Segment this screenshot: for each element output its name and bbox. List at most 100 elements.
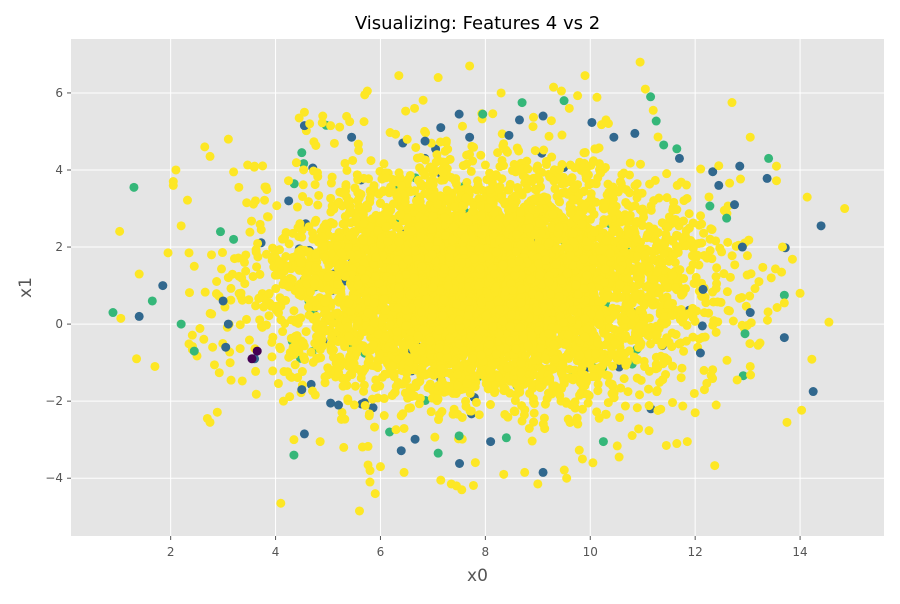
data-point bbox=[640, 362, 649, 371]
data-point bbox=[481, 161, 490, 170]
data-point bbox=[719, 269, 728, 278]
data-point bbox=[424, 383, 433, 392]
data-point bbox=[662, 169, 671, 178]
data-point bbox=[517, 368, 526, 377]
data-point bbox=[717, 247, 726, 256]
data-point bbox=[310, 218, 319, 227]
data-point bbox=[645, 401, 654, 410]
data-point bbox=[313, 172, 322, 181]
data-point bbox=[471, 458, 480, 467]
data-point bbox=[392, 425, 401, 434]
data-point bbox=[694, 239, 703, 248]
data-point bbox=[226, 296, 235, 305]
data-point bbox=[458, 122, 467, 131]
data-point bbox=[529, 370, 538, 379]
data-point bbox=[735, 294, 744, 303]
data-point bbox=[763, 316, 772, 325]
data-point bbox=[745, 339, 754, 348]
data-point bbox=[652, 117, 661, 126]
data-point bbox=[728, 251, 737, 260]
data-point bbox=[685, 209, 694, 218]
data-point bbox=[560, 466, 569, 475]
data-point bbox=[448, 410, 457, 419]
data-point bbox=[304, 302, 313, 311]
data-point bbox=[595, 159, 604, 168]
data-point bbox=[699, 229, 708, 238]
data-point bbox=[348, 156, 357, 165]
data-point bbox=[745, 292, 754, 301]
data-point bbox=[395, 168, 404, 177]
data-point bbox=[500, 410, 509, 419]
data-point bbox=[714, 161, 723, 170]
data-point bbox=[679, 217, 688, 226]
data-point bbox=[636, 272, 645, 281]
data-point bbox=[298, 367, 307, 376]
data-point bbox=[580, 159, 589, 168]
data-point bbox=[368, 395, 377, 404]
data-point bbox=[636, 160, 645, 169]
data-point bbox=[593, 386, 602, 395]
data-point bbox=[436, 137, 445, 146]
data-point bbox=[459, 161, 468, 170]
data-point bbox=[274, 379, 283, 388]
data-point bbox=[564, 415, 573, 424]
data-point bbox=[694, 261, 703, 270]
data-point bbox=[434, 381, 443, 390]
data-point bbox=[313, 201, 322, 210]
data-point bbox=[751, 284, 760, 293]
data-point bbox=[700, 308, 709, 317]
data-point bbox=[615, 413, 624, 422]
data-point bbox=[185, 288, 194, 297]
data-point bbox=[371, 375, 380, 384]
data-point bbox=[341, 180, 350, 189]
data-point bbox=[683, 321, 692, 330]
data-point bbox=[628, 431, 637, 440]
data-point bbox=[744, 236, 753, 245]
data-point bbox=[314, 191, 323, 200]
data-point bbox=[668, 311, 677, 320]
data-point bbox=[554, 190, 563, 199]
data-point bbox=[218, 248, 227, 257]
data-point bbox=[371, 383, 380, 392]
data-point bbox=[575, 446, 584, 455]
data-point bbox=[224, 273, 233, 282]
data-point bbox=[656, 405, 665, 414]
data-point bbox=[723, 287, 732, 296]
data-point bbox=[625, 346, 634, 355]
data-point bbox=[299, 165, 308, 174]
data-point bbox=[461, 402, 470, 411]
data-point bbox=[388, 391, 397, 400]
data-point bbox=[286, 274, 295, 283]
data-point bbox=[251, 367, 260, 376]
data-point bbox=[401, 107, 410, 116]
data-point bbox=[677, 373, 686, 382]
data-point bbox=[311, 141, 320, 150]
data-point bbox=[299, 180, 308, 189]
data-point bbox=[210, 360, 219, 369]
data-point bbox=[590, 144, 599, 153]
data-point bbox=[705, 202, 714, 211]
data-point bbox=[633, 403, 642, 412]
data-point bbox=[195, 324, 204, 333]
data-point bbox=[226, 284, 235, 293]
data-point bbox=[227, 376, 236, 385]
data-point bbox=[557, 369, 566, 378]
data-point bbox=[380, 394, 389, 403]
data-point bbox=[321, 306, 330, 315]
data-point bbox=[626, 159, 635, 168]
data-point bbox=[397, 446, 406, 455]
data-point bbox=[272, 201, 281, 210]
data-point bbox=[411, 435, 420, 444]
data-point bbox=[592, 93, 601, 102]
data-point bbox=[472, 398, 481, 407]
data-point bbox=[290, 350, 299, 359]
data-point bbox=[308, 228, 317, 237]
data-point bbox=[268, 352, 277, 361]
data-point bbox=[284, 176, 293, 185]
data-point bbox=[561, 179, 570, 188]
data-point bbox=[295, 266, 304, 275]
data-point bbox=[649, 196, 658, 205]
data-point bbox=[542, 160, 551, 169]
data-point bbox=[444, 194, 453, 203]
